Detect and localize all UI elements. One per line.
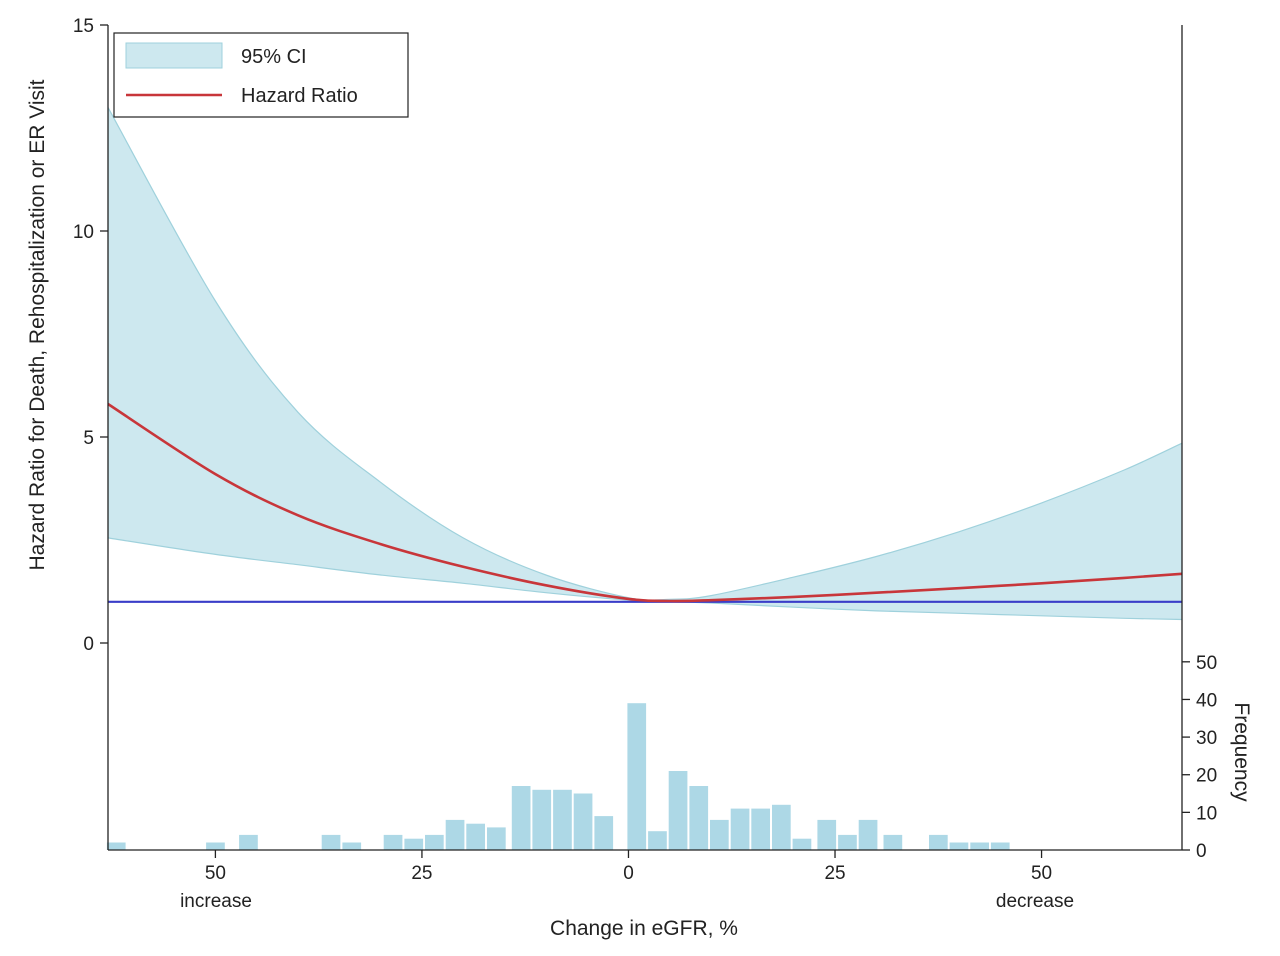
y2-tick-label: 20 <box>1196 766 1217 787</box>
histogram-bar <box>487 827 506 850</box>
hazard-ratio-line <box>107 402 1183 603</box>
y2-tick-label: 0 <box>1196 841 1207 862</box>
histogram-bar <box>239 834 258 850</box>
histogram-bar <box>627 703 647 850</box>
histogram-bar <box>206 842 225 850</box>
x-tick-label: 50 <box>205 863 226 884</box>
legend: 95% CI Hazard Ratio <box>113 32 409 118</box>
y2-axis-title: Frequency <box>1230 702 1253 802</box>
y2-tick-label: 50 <box>1196 653 1217 674</box>
histogram-bar <box>511 786 531 850</box>
axes-layer: 0 5 10 15 0 10 20 30 40 50 50 25 0 25 50 <box>73 16 1217 884</box>
histogram-bar <box>342 842 362 850</box>
histogram-layer <box>106 703 1010 850</box>
histogram-bar <box>445 819 465 850</box>
histogram-bar <box>321 834 341 850</box>
x-axis-title: Change in eGFR, % <box>550 917 738 940</box>
x-tick-label: 25 <box>411 863 432 884</box>
histogram-bar <box>573 793 593 850</box>
legend-swatch-ci <box>125 42 223 69</box>
x-side-label-decrease: decrease <box>996 891 1074 912</box>
histogram-bar <box>404 838 424 850</box>
x-tick-label: 25 <box>824 863 845 884</box>
histogram-bar <box>668 771 688 850</box>
legend-label-ci: 95% CI <box>241 46 307 68</box>
y-tick-label: 5 <box>83 428 94 449</box>
histogram-bar <box>751 808 770 850</box>
ci-band <box>108 107 1182 620</box>
histogram-bar <box>970 842 989 850</box>
legend-label-hazard: Hazard Ratio <box>241 85 358 107</box>
histogram-bar <box>425 834 444 850</box>
histogram-bar <box>689 786 709 850</box>
histogram-bar <box>838 834 857 850</box>
histogram-bar <box>106 842 126 850</box>
histogram-bar <box>817 819 837 850</box>
y-tick-label: 15 <box>73 16 94 37</box>
x-tick-label: 0 <box>623 863 634 884</box>
y-axis-title: Hazard Ratio for Death, Rehospitalizatio… <box>26 79 49 570</box>
histogram-bar <box>730 808 750 850</box>
histogram-bar <box>466 823 485 850</box>
histogram-bar <box>383 834 403 850</box>
x-tick-label: 50 <box>1031 863 1052 884</box>
histogram-bar <box>532 789 552 850</box>
histogram-bar <box>883 834 903 850</box>
histogram-bar <box>990 842 1010 850</box>
x-side-label-increase: increase <box>180 891 252 912</box>
y2-tick-label: 10 <box>1196 803 1217 824</box>
histogram-bar <box>710 819 729 850</box>
histogram-bar <box>858 819 878 850</box>
y2-tick-label: 30 <box>1196 728 1217 749</box>
histogram-bar <box>929 834 948 850</box>
y-tick-label: 10 <box>73 222 94 243</box>
histogram-bar <box>792 838 812 850</box>
histogram-bar <box>772 804 791 850</box>
histogram-bar <box>594 816 614 850</box>
histogram-bar <box>949 842 969 850</box>
ci-band-layer <box>107 107 1183 621</box>
lines-layer <box>107 402 1183 603</box>
histogram-bar <box>648 831 667 850</box>
y2-tick-label: 40 <box>1196 690 1217 711</box>
histogram-bar <box>553 789 572 850</box>
y-tick-label: 0 <box>83 634 94 655</box>
